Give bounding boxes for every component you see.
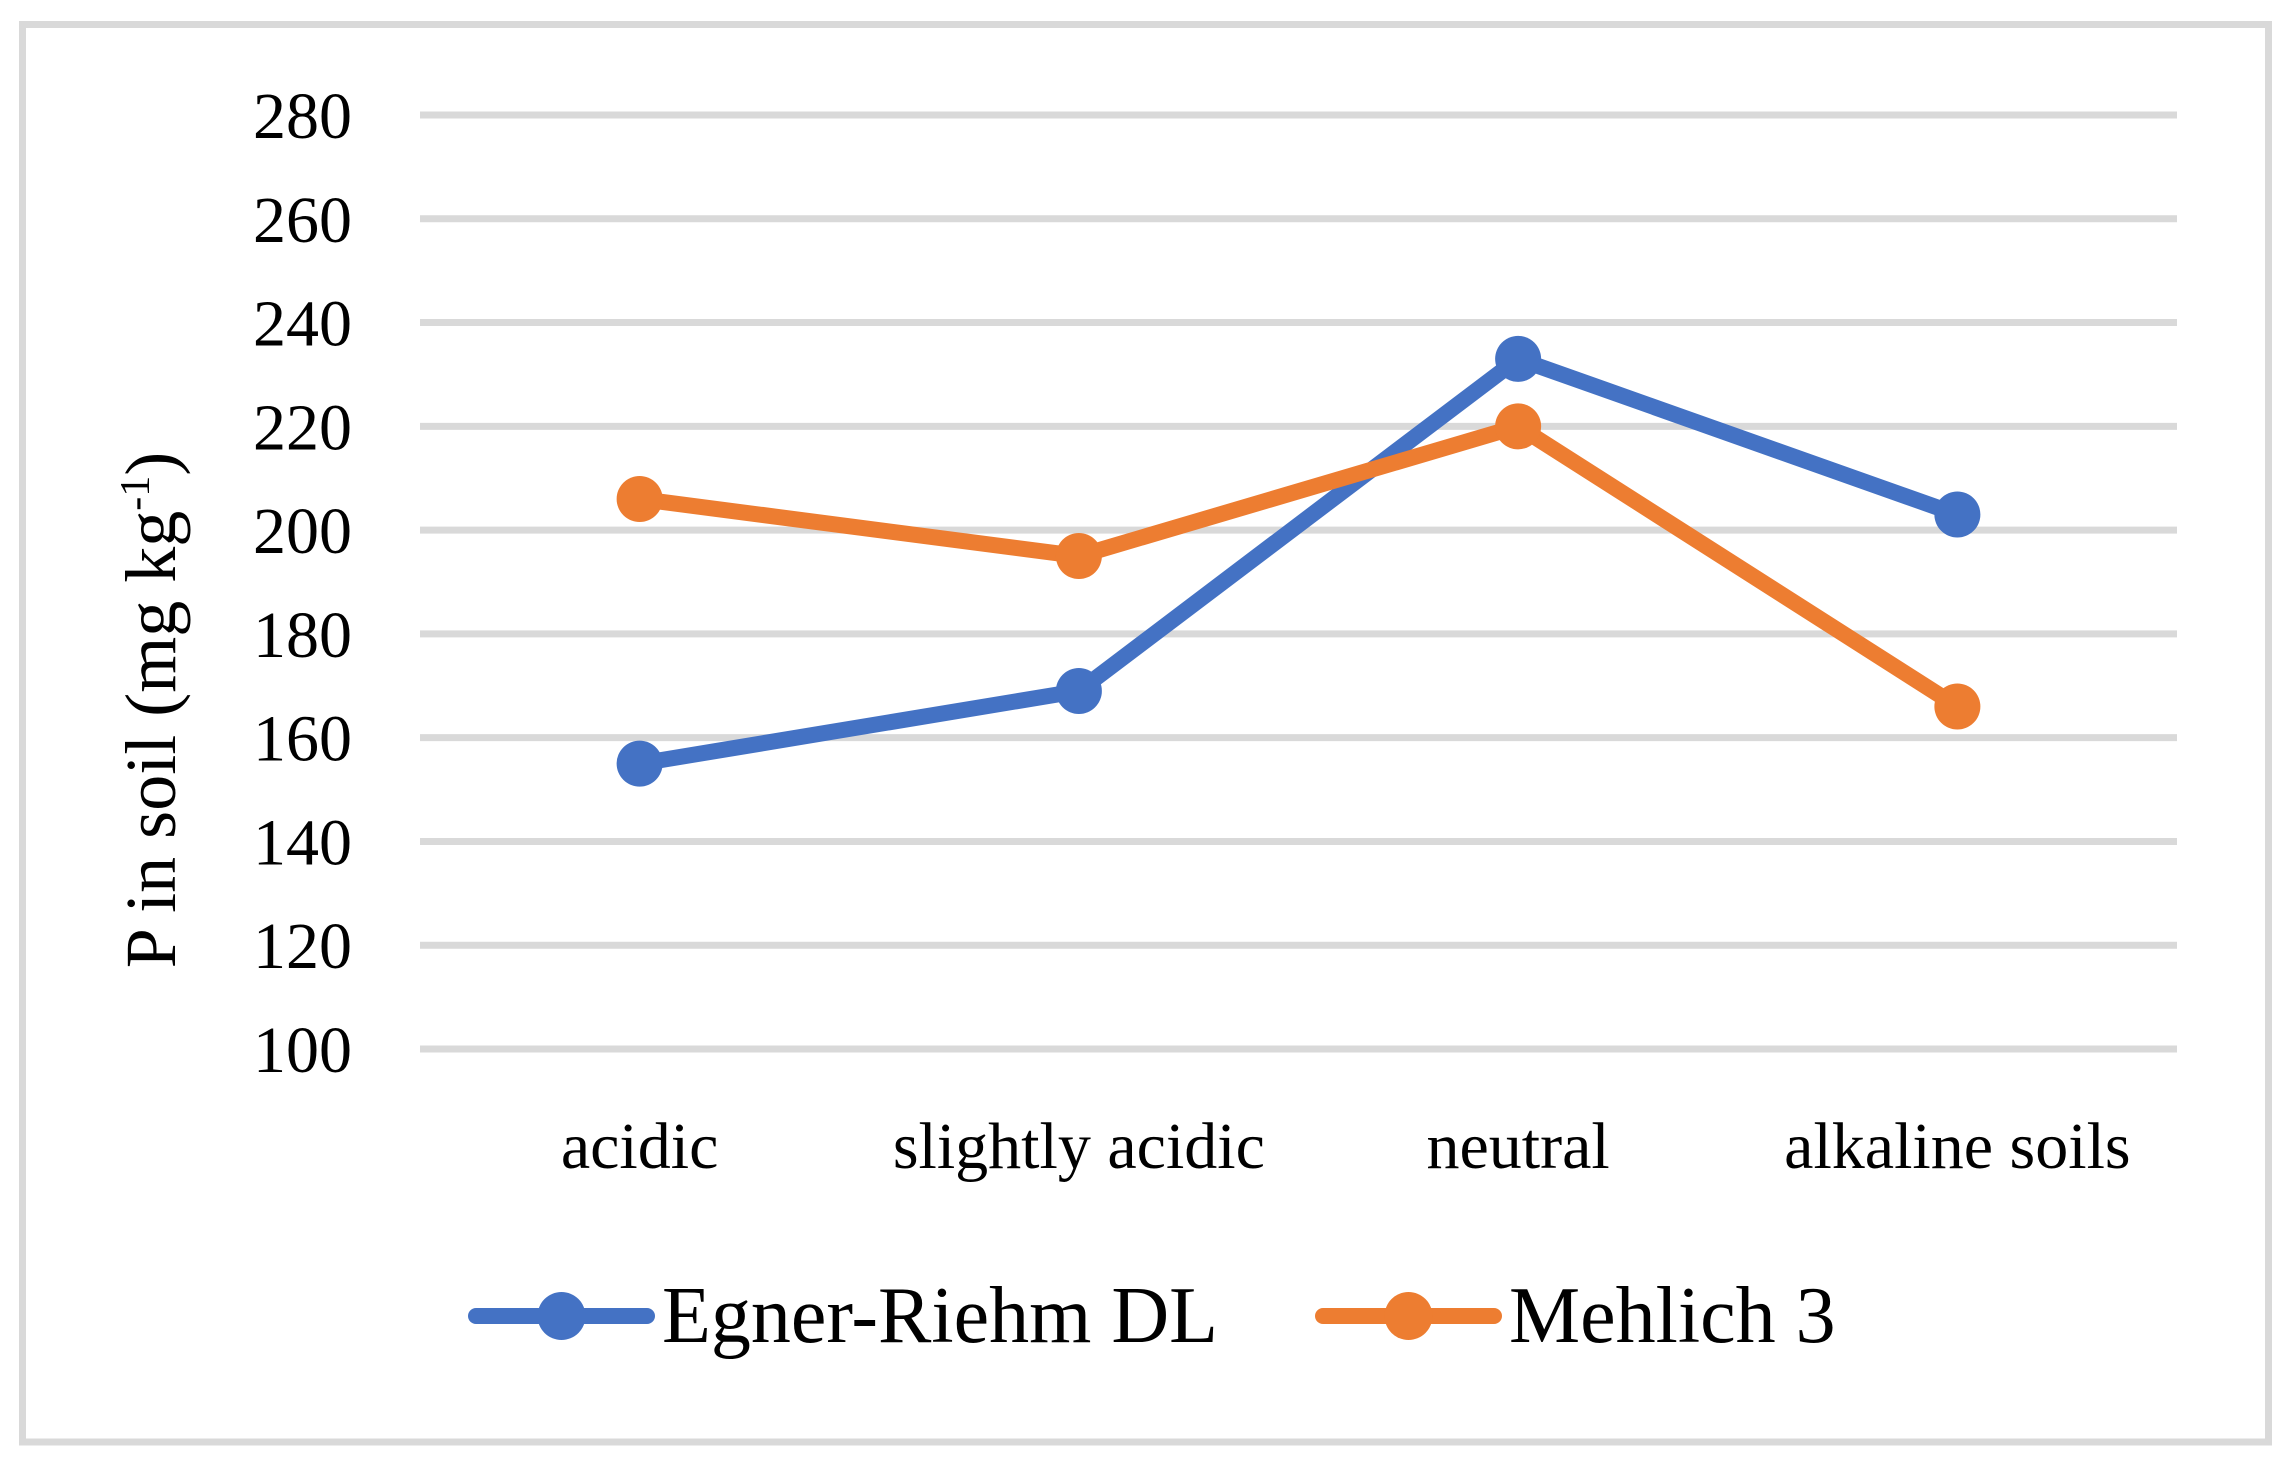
y-tick-label: 260 — [253, 184, 352, 257]
y-tick-label: 240 — [253, 288, 352, 361]
data-point-egner-riehm-dl-alkaline-soils — [1934, 491, 1981, 538]
legend: Egner-Riehm DL Mehlich 3 — [468, 1272, 1836, 1360]
x-category-label-slightly-acidic: slightly acidic — [893, 1110, 1265, 1183]
data-point-mehlich-3-acidic — [616, 475, 663, 522]
legend-item-mehlich-3: Mehlich 3 — [1315, 1272, 1836, 1360]
legend-item-egner-riehm-dl: Egner-Riehm DL — [468, 1272, 1218, 1360]
y-tick-label: 120 — [253, 910, 352, 983]
y-tick-label: 140 — [253, 806, 352, 879]
data-point-egner-riehm-dl-slightly-acidic — [1055, 667, 1102, 714]
legend-label: Egner-Riehm DL — [662, 1272, 1218, 1360]
legend-marker-icon — [1384, 1292, 1433, 1340]
data-point-mehlich-3-alkaline-soils — [1934, 683, 1981, 730]
figure-border — [19, 21, 2272, 1446]
y-tick-label: 160 — [253, 703, 352, 776]
data-point-mehlich-3-neutral — [1495, 403, 1542, 450]
y-tick-label: 100 — [253, 1014, 352, 1087]
data-point-mehlich-3-slightly-acidic — [1055, 533, 1102, 580]
y-tick-label: 200 — [253, 495, 352, 568]
legend-label: Mehlich 3 — [1509, 1272, 1836, 1360]
data-point-egner-riehm-dl-acidic — [616, 740, 663, 787]
x-category-label-acidic: acidic — [561, 1110, 719, 1183]
x-category-label-neutral: neutral — [1427, 1110, 1610, 1183]
x-category-label-alkaline-soils: alkaline soils — [1784, 1110, 2130, 1183]
data-point-egner-riehm-dl-neutral — [1495, 335, 1542, 382]
y-tick-label: 220 — [253, 391, 352, 464]
legend-marker-icon — [537, 1292, 586, 1340]
y-tick-label: 280 — [253, 80, 352, 153]
y-axis-title: P in soil (mg kg-1) — [111, 452, 191, 968]
y-tick-label: 180 — [253, 599, 352, 672]
series-line-egner-riehm-dl — [638, 349, 1961, 772]
series-line-mehlich-3 — [638, 417, 1962, 714]
